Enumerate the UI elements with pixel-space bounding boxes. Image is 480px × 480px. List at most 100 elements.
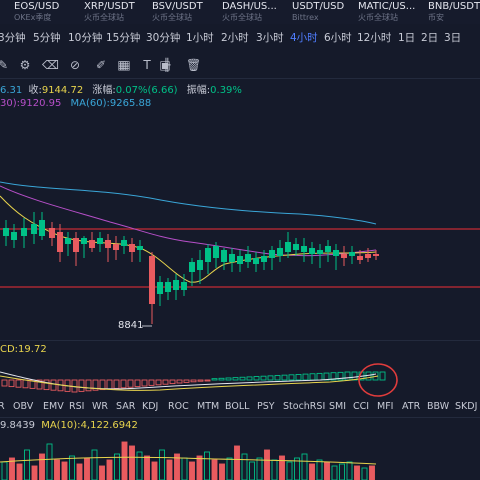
candlestick-chart[interactable] <box>0 112 480 340</box>
candle-body <box>349 252 355 256</box>
ma10-line <box>0 195 377 283</box>
candle-body <box>149 256 155 304</box>
macd-bar <box>246 376 253 381</box>
pen-icon[interactable]: ✎ <box>0 58 9 72</box>
indicator-tab-4[interactable]: WR <box>92 401 108 412</box>
timeframe-7[interactable]: 3小时 <box>256 32 284 44</box>
volume-info: 9.8439 MA(10):4,122.6942 <box>0 420 138 431</box>
brush-icon[interactable]: ✐ <box>95 58 107 72</box>
indicator-tab-2[interactable]: EMV <box>43 401 64 412</box>
timeframe-11[interactable]: 1日 <box>398 32 416 44</box>
indicator-tab-3[interactable]: RSI <box>69 401 85 412</box>
indicator-tab-11[interactable]: StochRSI <box>283 401 326 412</box>
timeframe-0[interactable]: 3分钟 <box>0 32 26 44</box>
macd-bar <box>316 372 323 381</box>
pair-tab[interactable]: BSV/USDT 火币全球站 <box>152 1 222 23</box>
volume-bar <box>31 465 38 480</box>
macd-bar <box>183 379 190 383</box>
volume-bar <box>159 449 165 480</box>
timeframe-3[interactable]: 15分钟 <box>106 32 141 44</box>
pair-symbol: XRP/USDT <box>84 1 135 12</box>
volume-bar <box>294 457 300 480</box>
ma-info: 30):9120.95 MA(60):9265.88 <box>0 98 151 109</box>
timeframe-6[interactable]: 2小时 <box>221 32 249 44</box>
text-icon[interactable]: T <box>143 58 151 72</box>
candle-body <box>293 244 299 250</box>
pair-tab[interactable]: XRP/USDT 火币全球站 <box>84 1 154 23</box>
macd-bar <box>253 376 260 381</box>
pair-symbol: USDT/USD <box>292 1 345 12</box>
timeframe-2[interactable]: 10分钟 <box>68 32 103 44</box>
macd-bar <box>36 379 43 390</box>
macd-bar <box>190 379 197 383</box>
indicator-tab-14[interactable]: MFI <box>377 401 394 412</box>
pair-tab[interactable]: MATIC/US... 火币全球站 <box>358 1 428 23</box>
pair-ticker-strip: EOS/USD OKEx季度 XRP/USDT 火币全球站 BSV/USDT 火币全球站 D… <box>0 0 480 24</box>
indicator-tab-15[interactable]: ATR <box>402 401 421 412</box>
indicator-tab-13[interactable]: CCI <box>353 401 370 412</box>
grid-icon[interactable]: ▦ <box>117 58 129 72</box>
candle-body <box>3 228 9 236</box>
settings-icon[interactable]: ⚙ <box>19 58 31 72</box>
timeframe-10[interactable]: 12小时 <box>357 32 392 44</box>
timeframe-4[interactable]: 30分钟 <box>146 32 181 44</box>
indicator-tab-8[interactable]: MTM <box>197 401 220 412</box>
timeframe-12[interactable]: 2日 <box>421 32 439 44</box>
indicator-tab-0[interactable]: R <box>0 401 5 412</box>
timeframe-1[interactable]: 5分钟 <box>33 32 61 44</box>
pair-tab[interactable]: BNB/USDT 币安 <box>428 1 480 23</box>
macd-bar <box>78 379 85 392</box>
candle-body <box>121 240 127 246</box>
volume-chart[interactable] <box>0 432 480 480</box>
timeframe-9[interactable]: 6小时 <box>324 32 352 44</box>
indicator-tab-5[interactable]: SAR <box>116 401 136 412</box>
link-icon[interactable]: ⊘ <box>69 58 81 72</box>
indicator-tab-1[interactable]: OBV <box>13 401 34 412</box>
volume-bar <box>151 461 158 480</box>
candle-body <box>57 232 63 252</box>
indicator-tab-17[interactable]: SKDJ <box>455 401 478 412</box>
volume-ma10-value: 4,122.6942 <box>80 420 138 431</box>
candle-body <box>73 238 79 252</box>
volume-bar <box>241 453 248 480</box>
indicator-tab-16[interactable]: BBW <box>427 401 450 412</box>
timeframe-8[interactable]: 4小时 <box>290 32 318 44</box>
timeframe-bar: 3分钟 5分钟 10分钟 15分钟 30分钟 1小时 2小时 3小时 4小时 6小时 12小时 1日 2… <box>0 27 480 47</box>
volume-bar <box>144 455 150 480</box>
indicator-tab-7[interactable]: ROC <box>168 401 189 412</box>
candle-body <box>261 256 267 262</box>
trash-icon[interactable]: 🗑 <box>186 58 202 72</box>
indicator-tab-10[interactable]: PSY <box>257 401 275 412</box>
macd-bar <box>106 379 113 390</box>
macd-bar <box>239 376 246 381</box>
macd-chart[interactable] <box>0 355 480 399</box>
volume-bar <box>309 463 315 480</box>
macd-bar <box>50 379 57 391</box>
candle-body <box>357 256 363 260</box>
image-icon[interactable]: ▣ <box>159 58 171 72</box>
macd-bar <box>295 374 302 381</box>
timeframe-13[interactable]: 3日 <box>444 32 462 44</box>
volume-bar <box>76 463 83 480</box>
indicator-tab-9[interactable]: BOLL <box>225 401 250 412</box>
pair-tab[interactable]: USDT/USD Bittrex <box>292 1 362 23</box>
volume-bar <box>189 461 195 480</box>
pair-symbol: EOS/USD <box>14 1 60 12</box>
pair-tab[interactable]: EOS/USD OKEx季度 <box>14 1 84 23</box>
split-icon[interactable]: ╟ <box>163 58 171 72</box>
indicator-tab-6[interactable]: KDJ <box>142 401 159 412</box>
pair-symbol: BNB/USDT <box>428 1 480 12</box>
macd-bar <box>99 379 106 391</box>
eraser-icon[interactable]: ⌫ <box>42 58 59 72</box>
indicator-tab-12[interactable]: SMI <box>329 401 347 412</box>
candle-body <box>317 250 323 254</box>
macd-bar <box>309 373 316 381</box>
macd-bar <box>85 379 92 392</box>
layers-icon[interactable]: ▤ <box>119 58 131 72</box>
timeframe-5[interactable]: 1小时 <box>186 32 214 44</box>
macd-bar <box>176 379 183 384</box>
pair-exchange: Bittrex <box>292 13 319 22</box>
candle-body <box>333 250 339 256</box>
pair-tab[interactable]: DASH/US... 火币全球站 <box>222 1 292 23</box>
close-label: 收: <box>28 85 42 96</box>
